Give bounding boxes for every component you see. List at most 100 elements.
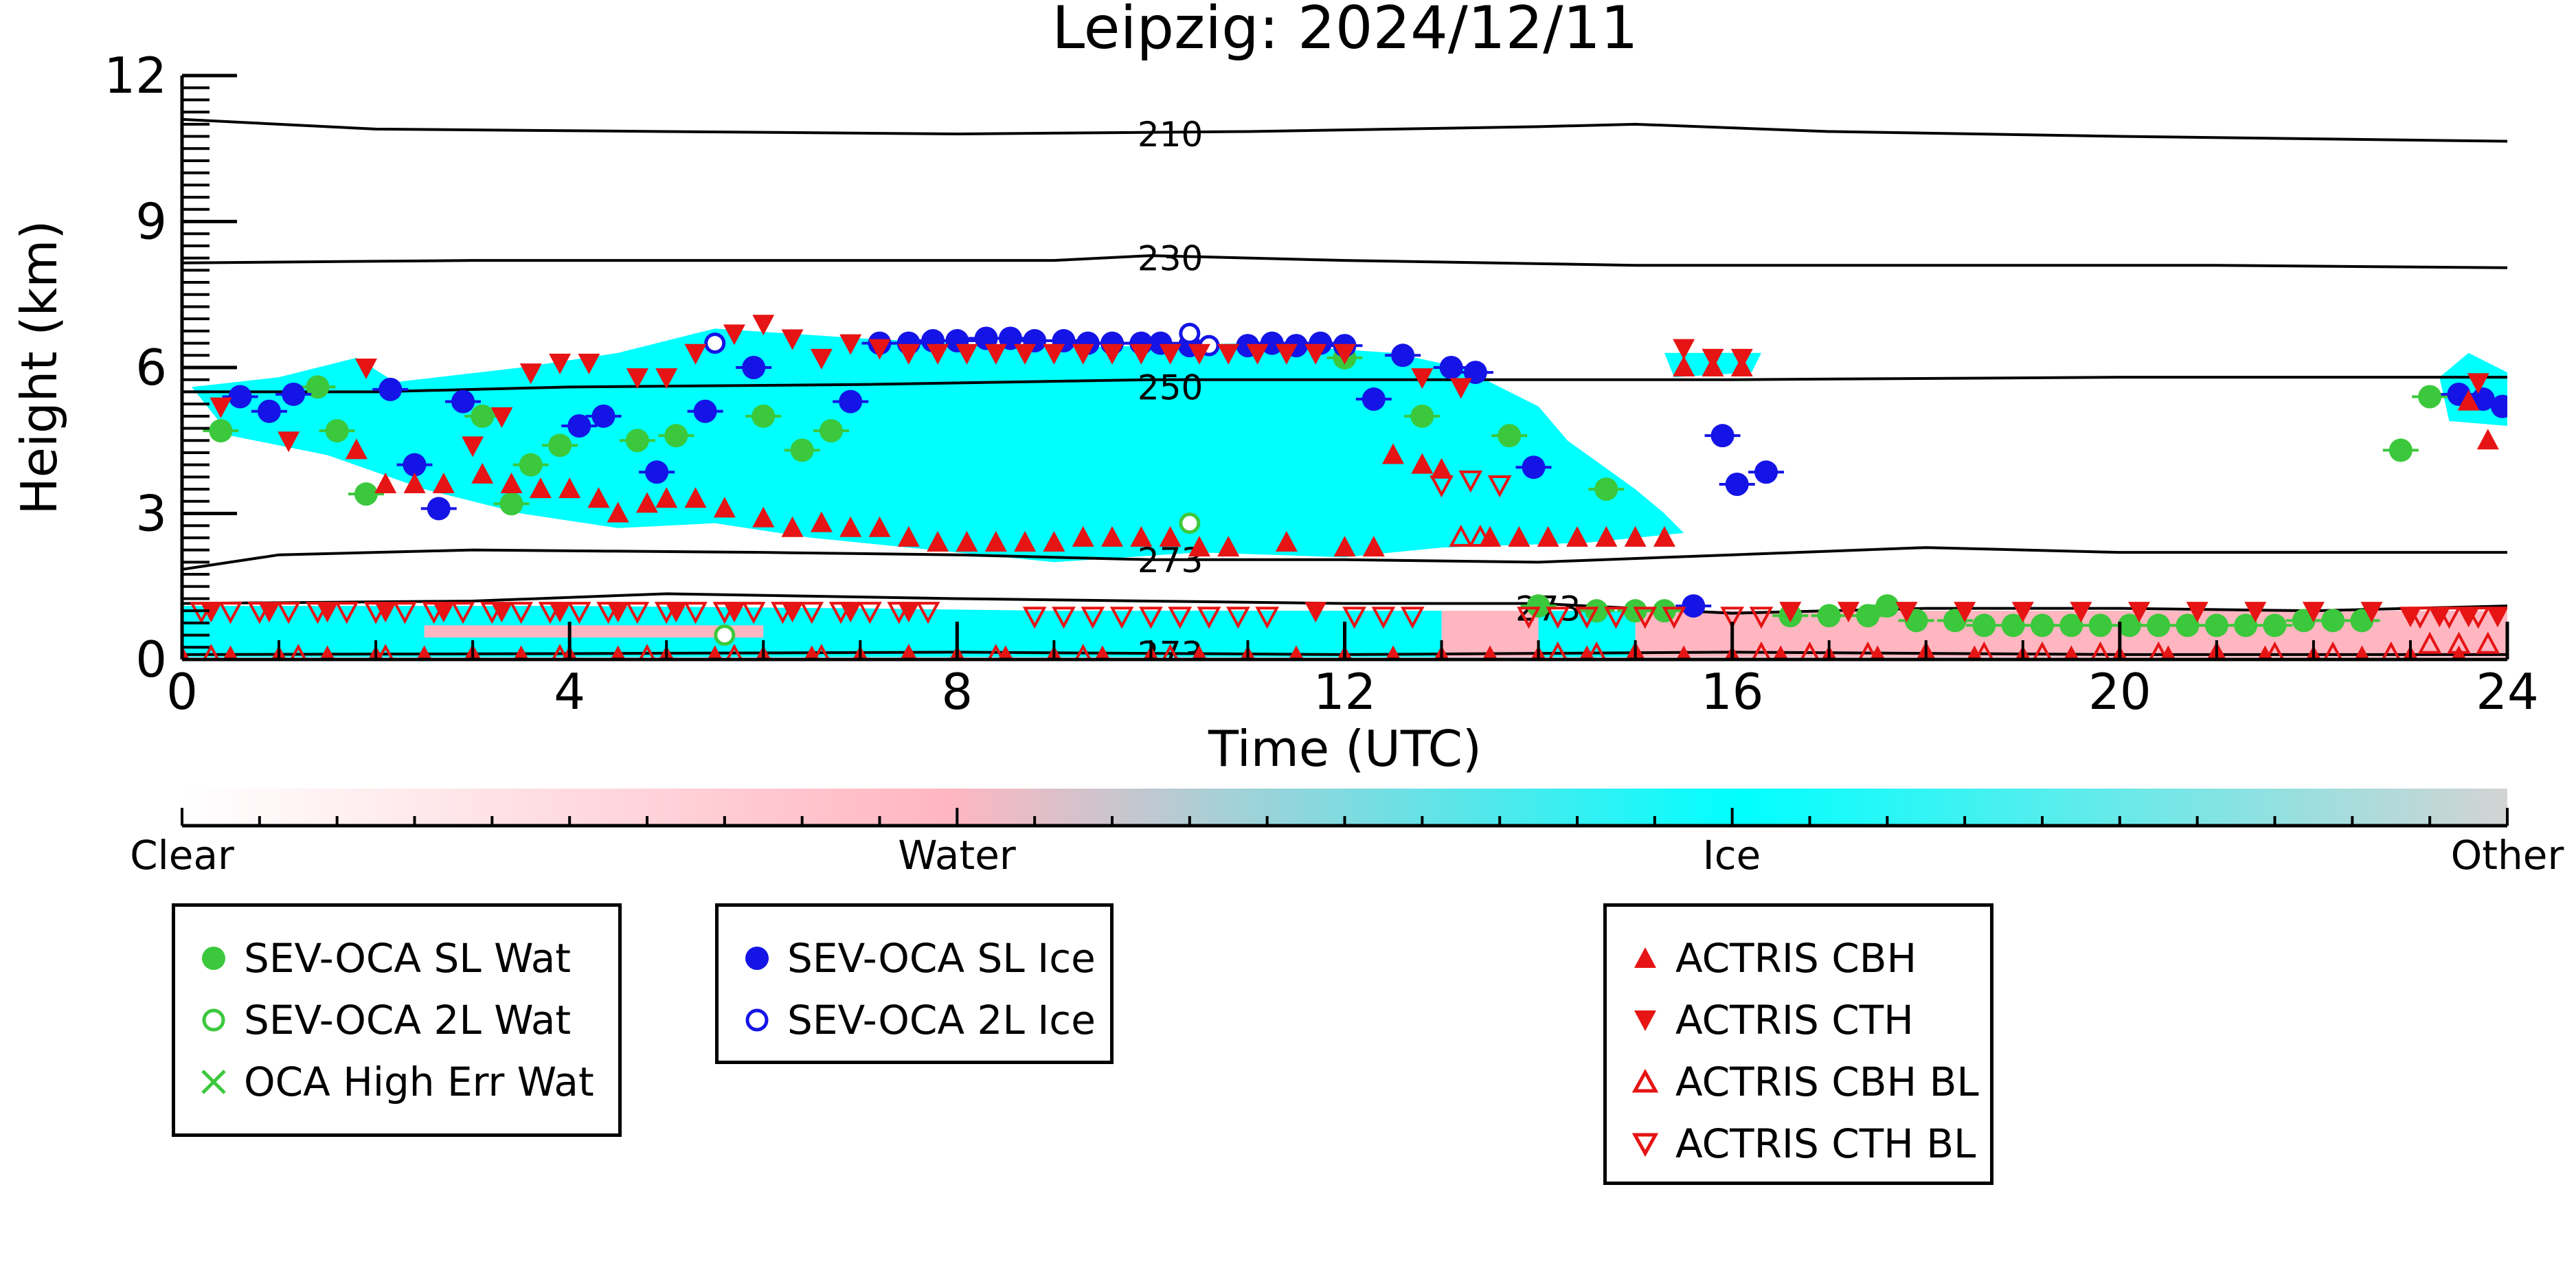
point-actris-cbh xyxy=(471,462,494,484)
point-actris-cbh-bl xyxy=(2417,631,2442,654)
point-actris-cbh xyxy=(1673,356,1695,376)
point-actris-cbh-bl xyxy=(900,644,918,659)
point-actris-cth xyxy=(1954,602,1976,623)
point-sev-oca-sl-wat xyxy=(1526,594,1550,618)
point-actris-cbh xyxy=(2064,645,2079,659)
point-sev-oca-sl-ice xyxy=(567,414,591,438)
point-sev-oca-sl-ice xyxy=(742,356,766,379)
legend-item-sev-oca-sl-ice: SEV-OCA SL Ice xyxy=(736,927,1096,989)
x-axis-label: Time (UTC) xyxy=(1208,720,1482,778)
point-actris-cth xyxy=(665,602,688,623)
legend-label: OCA High Err Wat xyxy=(244,1059,594,1105)
legend-label: ACTRIS CTH BL xyxy=(1675,1120,1976,1167)
isotherm-label: 273 xyxy=(1138,541,1203,580)
point-actris-cth xyxy=(897,602,920,623)
point-actris-cbh-bl xyxy=(2476,631,2500,654)
point-actris-cbh xyxy=(403,473,426,493)
point-actris-cth xyxy=(2186,602,2208,623)
point-actris-cth-bl xyxy=(654,602,679,624)
point-actris-cbh xyxy=(558,477,581,499)
point-actris-cth xyxy=(1304,343,1327,365)
point-actris-cth-bl xyxy=(276,602,301,624)
point-actris-cth xyxy=(354,359,377,379)
point-actris-cth xyxy=(839,334,862,355)
point-actris-cth xyxy=(752,315,775,336)
point-actris-cbh xyxy=(1333,536,1356,557)
y-tick-label: 6 xyxy=(135,339,167,396)
point-sev-oca-sl-ice xyxy=(591,404,615,428)
point-actris-cth xyxy=(1837,602,1860,623)
point-actris-cbh xyxy=(432,473,455,493)
point-sev-oca-sl-ice xyxy=(451,389,475,414)
point-actris-cth xyxy=(1895,602,1918,623)
point-actris-cth xyxy=(549,602,572,623)
point-actris-cth xyxy=(956,343,978,365)
point-actris-cbh-bl xyxy=(2323,641,2343,659)
point-actris-cbh xyxy=(1595,526,1618,547)
point-actris-cth xyxy=(1702,348,1724,370)
point-actris-cth xyxy=(2467,373,2489,394)
point-actris-cbh xyxy=(500,473,523,493)
x-mark-icon xyxy=(201,1070,226,1094)
point-actris-cbh xyxy=(713,497,736,518)
point-sev-oca-sl-ice xyxy=(645,460,669,484)
point-actris-cth-bl xyxy=(189,602,214,624)
point-actris-cbh xyxy=(1386,645,1401,659)
point-sev-oca-sl-wat xyxy=(1972,613,1996,637)
point-sev-oca-sl-ice xyxy=(1391,343,1415,368)
series-markers xyxy=(182,315,2507,659)
point-actris-cbh xyxy=(1217,536,1240,557)
point-sev-oca-sl-wat xyxy=(209,419,233,443)
y-tick-label: 9 xyxy=(135,193,167,251)
point-actris-cth xyxy=(1159,343,1182,365)
point-actris-cbh-bl xyxy=(1548,641,1568,659)
point-actris-cth xyxy=(1014,343,1037,365)
point-actris-cth xyxy=(490,602,513,623)
plot-axes: 0 4 8 12 16 20 24 0 3 6 9 12 xyxy=(104,47,2538,721)
legend-label: ACTRIS CBH BL xyxy=(1675,1059,1979,1105)
point-actris-cbh xyxy=(587,487,610,508)
point-actris-cth xyxy=(1411,368,1434,389)
point-actris-cth xyxy=(200,602,223,623)
point-actris-cbh-bl xyxy=(1625,641,1645,659)
y-axis-label: Height (km) xyxy=(10,221,68,515)
point-actris-cth xyxy=(810,348,833,370)
chart-title: Leipzig: 2024/12/11 xyxy=(1052,0,1638,63)
point-sev-oca-sl-ice xyxy=(1260,331,1284,355)
point-actris-cth xyxy=(2302,602,2325,623)
legend-water: SEV-OCA SL Wat SEV-OCA 2L Wat OCA High E… xyxy=(172,903,622,1137)
legend-label: SEV-OCA SL Wat xyxy=(244,935,572,982)
point-sev-oca-sl-wat xyxy=(499,492,523,516)
point-sev-oca-sl-ice xyxy=(257,399,281,423)
point-actris-cth-bl xyxy=(1633,607,1658,629)
legend-item-actris-cbh-bl: ACTRIS CBH BL xyxy=(1625,1051,1979,1113)
point-actris-cbh-bl xyxy=(813,644,831,659)
point-actris-cbh xyxy=(781,516,804,537)
legend-label: SEV-OCA 2L Wat xyxy=(244,997,572,1043)
point-actris-cth-bl xyxy=(567,602,591,624)
point-actris-cbh xyxy=(1479,526,1502,547)
point-actris-cth-bl xyxy=(1546,607,1570,629)
point-actris-cth xyxy=(781,602,804,623)
point-actris-cth-bl xyxy=(2466,607,2491,629)
point-actris-cth xyxy=(1043,343,1065,365)
point-actris-cbh xyxy=(1411,453,1434,474)
point-actris-cbh xyxy=(607,501,629,523)
x-tick-label: 16 xyxy=(1701,663,1764,721)
point-sev-oca-sl-wat xyxy=(625,429,649,453)
isotherm-line xyxy=(182,254,2507,269)
triangle-up-open-icon xyxy=(1631,1068,1659,1093)
point-sev-oca-sl-wat xyxy=(325,419,349,443)
legend-item-actris-cth-bl: ACTRIS CTH BL xyxy=(1625,1113,1976,1175)
legend-item-sev-oca-2l-ice: SEV-OCA 2L Ice xyxy=(736,989,1096,1051)
point-actris-cbh-bl xyxy=(1449,524,1473,547)
point-actris-cth-bl xyxy=(538,602,563,624)
point-actris-cth xyxy=(2428,607,2451,628)
point-actris-cbh xyxy=(984,531,1007,552)
point-actris-cbh xyxy=(1566,526,1588,547)
point-sev-oca-sl-wat xyxy=(2321,609,2345,633)
point-actris-cth xyxy=(2244,602,2267,623)
point-actris-cth-bl xyxy=(771,602,795,624)
point-actris-cth-bl xyxy=(509,602,533,624)
